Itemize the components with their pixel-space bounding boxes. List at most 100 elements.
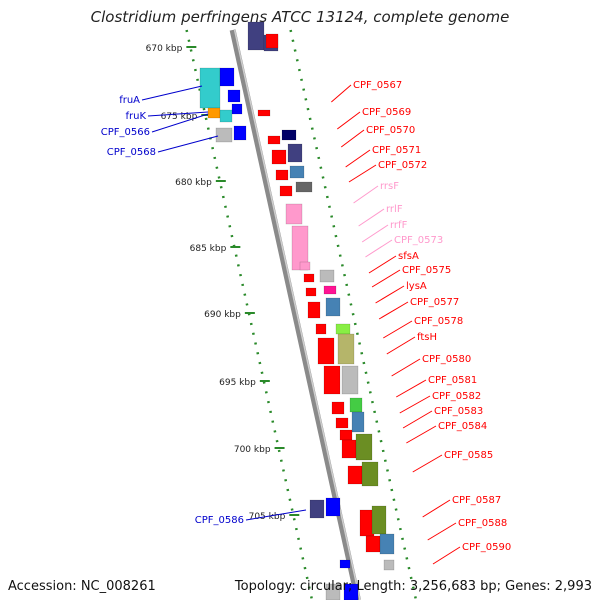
label-leader — [412, 454, 443, 473]
label-leader — [391, 358, 421, 377]
gene-label: CPF_0568 — [107, 147, 156, 158]
gene-label: CPF_0566 — [101, 127, 150, 138]
gene-label: CPF_0581 — [428, 375, 477, 386]
gene-feature — [379, 533, 395, 555]
gene-label: sfsA — [398, 251, 419, 262]
gene-label: CPF_0569 — [362, 107, 411, 118]
gene-feature — [343, 583, 359, 600]
accession-text: Accession: NC_008261 — [8, 579, 156, 594]
gene-feature — [325, 297, 341, 317]
gene-feature — [309, 499, 325, 519]
label-leader — [399, 395, 431, 414]
gene-feature — [305, 287, 317, 297]
gene-feature — [257, 109, 271, 117]
gene-label: ftsH — [417, 332, 437, 343]
gene-label: CPF_0578 — [414, 316, 463, 327]
label-leader — [396, 379, 427, 398]
label-leader — [141, 85, 203, 101]
outer-guide-line — [185, 29, 314, 600]
label-leader — [337, 111, 361, 130]
label-leader — [157, 135, 219, 153]
gene-feature — [371, 505, 387, 535]
gene-feature — [355, 433, 373, 461]
label-leader — [427, 522, 457, 541]
gene-feature — [231, 103, 243, 115]
gene-feature — [219, 109, 233, 123]
label-leader — [331, 84, 352, 103]
gene-label: CPF_0585 — [444, 450, 493, 461]
gene-label: rrlF — [386, 204, 403, 215]
gene-label: CPF_0583 — [434, 406, 483, 417]
label-leader — [386, 336, 416, 355]
gene-feature — [287, 143, 303, 163]
gene-feature — [281, 129, 297, 141]
gene-feature — [335, 417, 349, 429]
tick-label: 675 kbp — [161, 112, 198, 122]
gene-feature — [351, 411, 365, 433]
label-leader — [340, 129, 365, 148]
gene-label: CPF_0571 — [372, 145, 421, 156]
gene-label: CPF_0570 — [366, 125, 415, 136]
gene-feature — [215, 127, 233, 143]
gene-label: CPF_0582 — [432, 391, 481, 402]
gene-feature — [233, 125, 247, 141]
gene-feature — [341, 365, 359, 395]
label-leader — [383, 320, 413, 339]
label-leader — [361, 224, 389, 243]
tick-label: 695 kbp — [219, 378, 256, 388]
label-leader — [353, 185, 379, 204]
tick-label: 680 kbp — [175, 178, 212, 188]
tick-label: 690 kbp — [204, 310, 241, 320]
gene-feature — [361, 461, 379, 487]
gene-feature — [275, 169, 289, 181]
label-leader — [375, 285, 405, 304]
label-leader — [402, 410, 433, 429]
gene-feature — [219, 67, 235, 87]
gene-label: CPF_0588 — [458, 518, 507, 529]
gene-feature — [323, 365, 341, 395]
label-leader — [345, 149, 371, 168]
label-leader — [406, 425, 437, 444]
label-leader — [371, 269, 401, 288]
label-leader — [422, 499, 451, 518]
gene-label: lysA — [406, 281, 427, 292]
gene-feature — [207, 107, 221, 119]
label-leader — [348, 164, 377, 183]
gene-label: rrfF — [390, 220, 408, 231]
label-leader — [147, 111, 209, 117]
gene-feature — [279, 185, 293, 197]
label-leader — [358, 208, 385, 227]
gene-label: CPF_0575 — [402, 265, 451, 276]
gene-feature — [267, 135, 281, 145]
tick-label: 705 kbp — [249, 512, 286, 522]
label-leader — [368, 255, 397, 274]
gene-feature — [271, 149, 287, 165]
gene-label: fruA — [119, 95, 140, 106]
gene-feature — [339, 429, 353, 441]
gene-label: CPF_0573 — [394, 235, 443, 246]
gene-feature — [325, 583, 341, 600]
label-leader — [245, 509, 307, 521]
gene-feature — [319, 269, 335, 283]
gene-feature — [349, 397, 363, 413]
gene-feature — [335, 323, 351, 335]
gene-feature — [285, 203, 303, 225]
gene-label: CPF_0567 — [353, 80, 402, 91]
gene-label: CPF_0577 — [410, 297, 459, 308]
gene-label: rrsF — [380, 181, 399, 192]
gene-feature — [299, 261, 311, 271]
gene-label: fruK — [125, 111, 146, 122]
gene-label: CPF_0587 — [452, 495, 501, 506]
label-leader — [151, 113, 209, 133]
tick-label: 670 kbp — [146, 44, 183, 54]
gene-feature — [331, 401, 345, 415]
gene-feature — [265, 33, 279, 49]
gene-feature — [295, 181, 313, 193]
gene-feature — [365, 535, 381, 553]
map-title: Clostridium perfringens ATCC 13124, comp… — [90, 8, 510, 26]
gene-feature — [227, 89, 241, 103]
gene-label: CPF_0572 — [378, 160, 427, 171]
gene-label: CPF_0586 — [195, 515, 244, 526]
label-leader — [432, 546, 461, 565]
